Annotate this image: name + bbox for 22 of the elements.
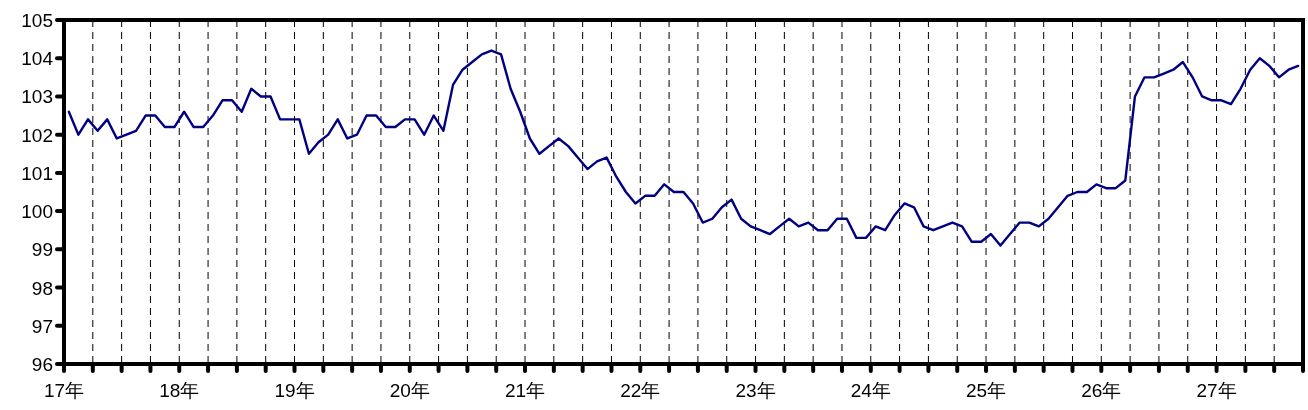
y-tick-label: 105 [21,10,53,31]
y-tick-label: 97 [31,315,53,337]
x-tick-label: 18年 [159,380,200,401]
y-tick-label: 102 [21,124,53,146]
x-tick-label: 25年 [965,380,1007,401]
y-tick-label: 103 [21,86,53,108]
x-tick-label: 23年 [735,380,776,401]
y-tick-label: 104 [21,48,54,70]
y-tick-label: 98 [31,277,53,299]
x-tick-label: 27年 [1196,380,1237,401]
x-tick-label: 26年 [1081,380,1122,401]
y-tick-label: 101 [21,162,53,184]
x-tick-label: 21年 [504,380,546,401]
x-tick-label: 17年 [43,380,85,401]
y-tick-label: 100 [21,201,53,223]
line-series [67,49,1300,247]
x-tick-label: 19年 [274,380,315,401]
y-tick-label: 96 [31,354,53,375]
x-tick-label: 22年 [620,380,661,401]
x-tick-label: 24年 [850,380,891,401]
y-tick-label: 99 [31,239,53,261]
x-tick-label: 20年 [389,380,430,401]
